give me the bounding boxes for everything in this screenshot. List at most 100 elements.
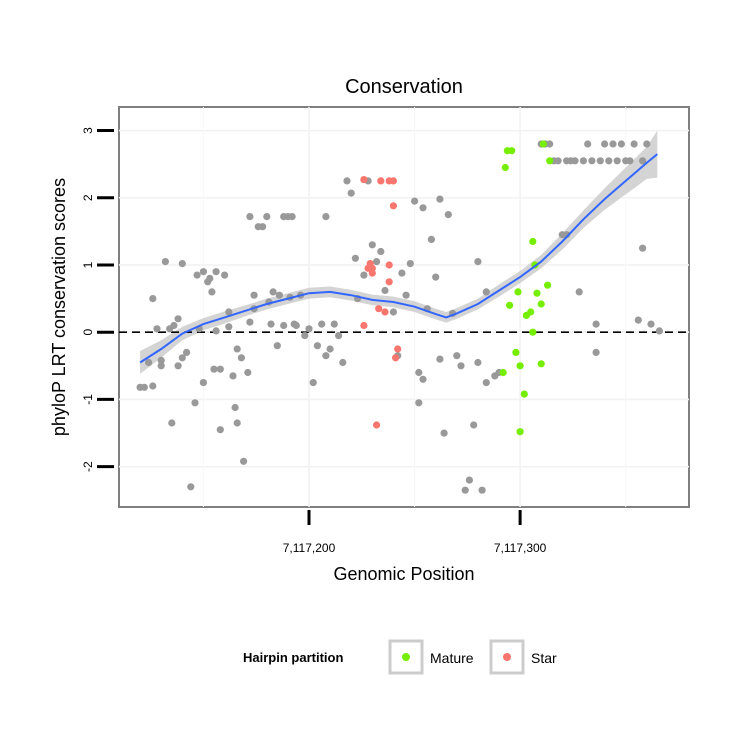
- point-other: [212, 327, 220, 335]
- point-star: [385, 261, 393, 269]
- point-other: [149, 382, 157, 390]
- point-other: [343, 177, 351, 185]
- point-other: [402, 291, 410, 299]
- point-other: [178, 354, 186, 362]
- points-layer: [136, 140, 664, 494]
- point-mature: [529, 237, 537, 246]
- point-other: [322, 213, 330, 221]
- point-other: [465, 476, 473, 484]
- point-other: [419, 375, 427, 383]
- point-other: [588, 157, 596, 165]
- legend-title: Hairpin partition: [243, 650, 343, 665]
- point-mature: [512, 348, 520, 356]
- y-axis: -2 -1 0 1 2 3: [81, 127, 114, 472]
- legend-label-mature: Mature: [430, 650, 474, 666]
- point-other: [601, 140, 609, 148]
- point-other: [596, 157, 604, 165]
- point-other: [351, 254, 359, 262]
- point-other: [206, 274, 214, 282]
- point-mature: [529, 328, 537, 336]
- y-tick-label: 1: [81, 261, 95, 268]
- point-other: [318, 320, 326, 328]
- confidence-band-layer: [140, 130, 658, 374]
- point-other: [579, 157, 588, 165]
- point-other: [267, 320, 275, 328]
- point-other: [216, 365, 224, 373]
- point-other: [613, 157, 621, 165]
- point-other: [453, 352, 461, 360]
- point-other: [170, 321, 178, 330]
- point-other: [161, 258, 169, 266]
- point-other: [145, 358, 153, 367]
- smooth-line-layer: [139, 153, 658, 364]
- point-mature: [544, 281, 552, 289]
- point-other: [634, 316, 642, 324]
- point-other: [347, 189, 355, 197]
- point-other: [305, 325, 313, 333]
- point-other: [210, 365, 218, 373]
- point-other: [639, 157, 647, 165]
- point-other: [326, 345, 334, 353]
- x-axis: 7,117,200 7,117,300: [283, 510, 547, 555]
- point-other: [406, 260, 414, 268]
- point-other: [229, 372, 237, 380]
- point-other: [546, 140, 554, 148]
- point-other: [605, 157, 613, 165]
- point-other: [457, 362, 465, 370]
- point-other: [280, 321, 288, 330]
- point-other: [643, 140, 651, 148]
- point-other: [411, 197, 419, 205]
- point-star: [389, 177, 397, 185]
- point-other: [149, 295, 157, 303]
- point-other: [427, 235, 435, 243]
- point-other: [233, 345, 241, 353]
- point-other: [436, 355, 444, 363]
- point-star: [360, 321, 368, 330]
- point-other: [183, 348, 191, 356]
- point-other: [199, 268, 207, 276]
- legend-marker-mature: [402, 653, 410, 661]
- point-other: [212, 268, 220, 276]
- point-other: [419, 204, 427, 212]
- point-other: [639, 244, 647, 252]
- point-star: [373, 421, 381, 429]
- point-other: [313, 342, 321, 350]
- y-tick-label: -1: [81, 394, 95, 405]
- point-mature: [533, 289, 541, 297]
- point-other: [221, 271, 229, 279]
- point-other: [240, 457, 248, 465]
- point-other: [178, 260, 186, 268]
- point-other: [330, 320, 338, 328]
- point-other: [231, 403, 239, 412]
- point-other: [259, 223, 267, 231]
- x-tick-label: 7,117,200: [283, 541, 336, 555]
- point-other: [592, 320, 600, 328]
- point-mature: [501, 163, 509, 172]
- point-other: [168, 419, 176, 427]
- point-other: [592, 348, 600, 356]
- y-axis-title: phyloP LRT conservation scores: [49, 178, 69, 436]
- point-other: [237, 354, 245, 362]
- point-other: [275, 291, 283, 299]
- point-mature: [537, 300, 545, 308]
- point-other: [478, 486, 486, 494]
- x-tick-label: 7,117,300: [494, 541, 547, 555]
- point-mature: [539, 140, 547, 148]
- point-mature: [516, 362, 524, 370]
- point-other: [482, 379, 490, 387]
- point-other: [273, 342, 281, 350]
- point-other: [360, 271, 368, 279]
- point-other: [444, 211, 452, 219]
- point-other: [440, 429, 448, 437]
- point-other: [269, 288, 277, 296]
- point-other: [140, 383, 148, 391]
- point-other: [381, 286, 389, 295]
- point-other: [174, 362, 182, 370]
- point-other: [193, 271, 201, 279]
- point-other: [244, 368, 252, 377]
- point-mature: [514, 288, 522, 296]
- point-star: [392, 354, 400, 362]
- point-other: [339, 358, 347, 367]
- point-other: [398, 269, 406, 277]
